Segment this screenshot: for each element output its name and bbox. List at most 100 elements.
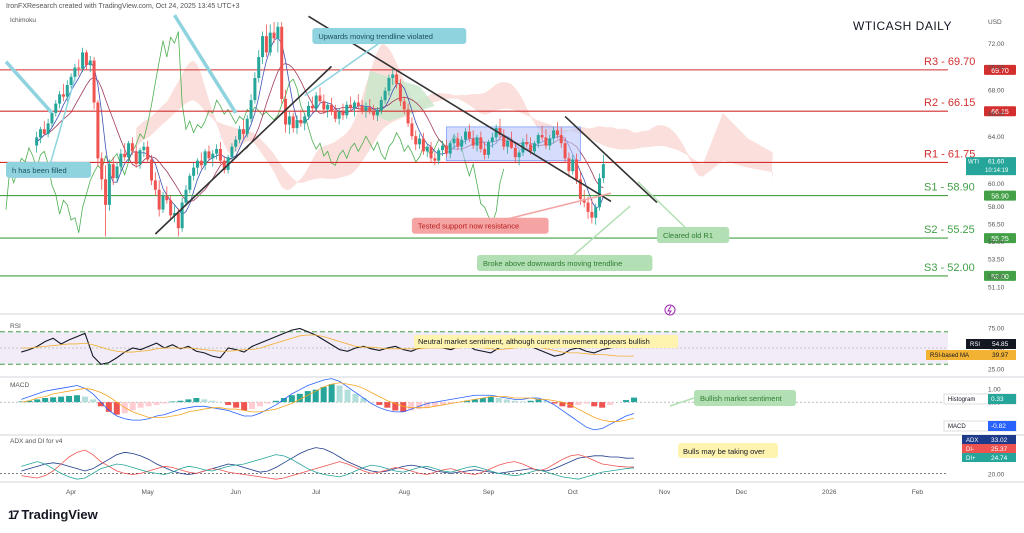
x-tick-label: Feb [912, 489, 924, 496]
candle-body [295, 119, 299, 129]
macd-histogram-bar [416, 402, 423, 410]
macd-histogram-bar [495, 398, 502, 403]
adx-tag-value: 25.37 [991, 446, 1008, 453]
y-tick-label: 51.10 [988, 284, 1005, 291]
x-tick-label: Nov [659, 489, 671, 496]
candle-body [398, 83, 402, 102]
annotation-text: Tested support now resistance [418, 222, 519, 231]
candle-body [58, 94, 62, 104]
tradingview-logo[interactable]: 17 TradingView [8, 507, 98, 522]
adx-value-tag [962, 444, 1016, 453]
macd-histogram-bar [74, 395, 81, 403]
candle-body [215, 149, 219, 154]
candle-body [199, 160, 203, 166]
macd-histogram-bar [471, 399, 478, 403]
macd-tick-label: 1.00 [988, 386, 1001, 393]
macd-histogram-bar [66, 395, 73, 403]
adx-tick-label: 20.00 [988, 471, 1005, 478]
macd-histogram-bar [424, 402, 431, 408]
y-tick-label: 52.00 [988, 274, 1005, 281]
candle-body [138, 150, 142, 165]
x-tick-label: Oct [568, 489, 578, 496]
candle-body [433, 158, 437, 161]
candle-body [490, 137, 494, 143]
candle-body [245, 118, 249, 134]
candle-body [586, 202, 590, 212]
x-tick-label: Jul [312, 489, 321, 496]
macd-histogram-bar [81, 396, 88, 403]
macd-histogram-bar [145, 402, 152, 407]
candle-body [211, 153, 215, 159]
candle-body [448, 143, 452, 154]
candle-body [272, 32, 276, 39]
trendline [154, 65, 333, 235]
chart-title: WTICASH DAILY [853, 19, 952, 33]
macd-annotation-box [694, 390, 796, 406]
candle-body [329, 104, 333, 112]
candle-body [314, 95, 318, 109]
level-tag-value: 66.15 [991, 109, 1009, 116]
candle-body [73, 67, 77, 77]
candle-body [226, 157, 230, 170]
tradingview-mark-icon: 17 [8, 507, 19, 522]
candle-body [84, 52, 88, 66]
candle-body [123, 153, 127, 158]
macd-tag-value-bg [988, 394, 1016, 404]
candle-body [345, 104, 349, 116]
trendline [4, 60, 54, 115]
level-tag-value: 58.90 [991, 194, 1009, 201]
rsi-tag-name: RSI-based MA [930, 353, 969, 359]
candle-body [452, 138, 456, 144]
candle-body [559, 135, 563, 144]
rsi-value-tag [926, 350, 1016, 360]
candle-body [318, 95, 322, 102]
candle-body [284, 98, 288, 125]
candle-body [127, 143, 131, 158]
candle-body [552, 130, 556, 139]
level-tag [984, 190, 1016, 201]
y-tick-label: 64.00 [988, 134, 1005, 141]
level-tag [984, 64, 1016, 75]
candle-body [61, 94, 65, 97]
candle-body [517, 152, 521, 158]
y-tick-label: 55.00 [988, 239, 1005, 246]
macd-histogram-bar [400, 402, 407, 412]
candle-body [249, 100, 253, 119]
macd-histogram-bar [599, 402, 606, 408]
candle-body [475, 137, 479, 146]
candle-body [65, 85, 69, 97]
candle-body [291, 116, 295, 129]
candle-body [494, 128, 498, 138]
x-tick-label: Apr [66, 489, 77, 496]
candle-body [96, 102, 100, 159]
candle-body [77, 67, 81, 69]
rsi-annotation-box [414, 335, 678, 348]
macd-histogram-bar [463, 400, 470, 403]
price-axis-bg [948, 0, 1024, 490]
macd-histogram-bar [304, 391, 311, 403]
candle-body [341, 111, 345, 116]
candle-body [234, 139, 238, 147]
candle-body [356, 102, 360, 106]
candle-body [253, 78, 257, 101]
candle-body [555, 130, 559, 136]
candle-body [192, 167, 196, 176]
candle-body [161, 195, 165, 210]
candle-body [406, 109, 410, 124]
rsi-tick-label: 25.00 [988, 366, 1005, 373]
candle-body [509, 140, 513, 148]
adx-tag-value: 33.02 [991, 437, 1008, 444]
candle-body [594, 207, 598, 218]
candle-body [582, 199, 586, 203]
annotation-box [411, 217, 549, 234]
annotation-arrow [304, 35, 390, 97]
candle-body [540, 135, 544, 138]
candle-body [107, 164, 111, 205]
macd-histogram-bar [440, 402, 447, 405]
candle-body [498, 128, 502, 136]
candle-body [134, 151, 138, 165]
candle-body [571, 159, 575, 172]
candle-body [184, 189, 188, 203]
level-tag-value: 69.70 [991, 68, 1009, 75]
